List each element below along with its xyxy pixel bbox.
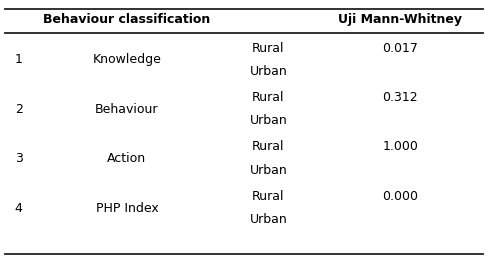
Text: Urban: Urban <box>249 114 287 127</box>
Text: PHP Index: PHP Index <box>96 202 158 214</box>
Text: Urban: Urban <box>249 164 287 177</box>
Text: Rural: Rural <box>252 42 285 55</box>
Text: Action: Action <box>107 152 146 165</box>
Text: Rural: Rural <box>252 190 285 203</box>
Text: Uji Mann-Whitney: Uji Mann-Whitney <box>338 13 462 26</box>
Text: 2: 2 <box>15 103 22 116</box>
Text: 0.312: 0.312 <box>382 91 418 104</box>
Text: Urban: Urban <box>249 65 287 78</box>
Text: 3: 3 <box>15 152 22 165</box>
Text: 0.017: 0.017 <box>382 42 418 55</box>
Text: 1: 1 <box>15 53 22 66</box>
Text: Rural: Rural <box>252 140 285 153</box>
Text: Behaviour classification: Behaviour classification <box>43 13 210 26</box>
Text: 0.000: 0.000 <box>382 190 418 203</box>
Text: 1.000: 1.000 <box>382 140 418 153</box>
Text: Knowledge: Knowledge <box>92 53 162 66</box>
Text: Rural: Rural <box>252 91 285 104</box>
Text: 4: 4 <box>15 202 22 214</box>
Text: Behaviour: Behaviour <box>95 103 159 116</box>
Text: Urban: Urban <box>249 213 287 226</box>
